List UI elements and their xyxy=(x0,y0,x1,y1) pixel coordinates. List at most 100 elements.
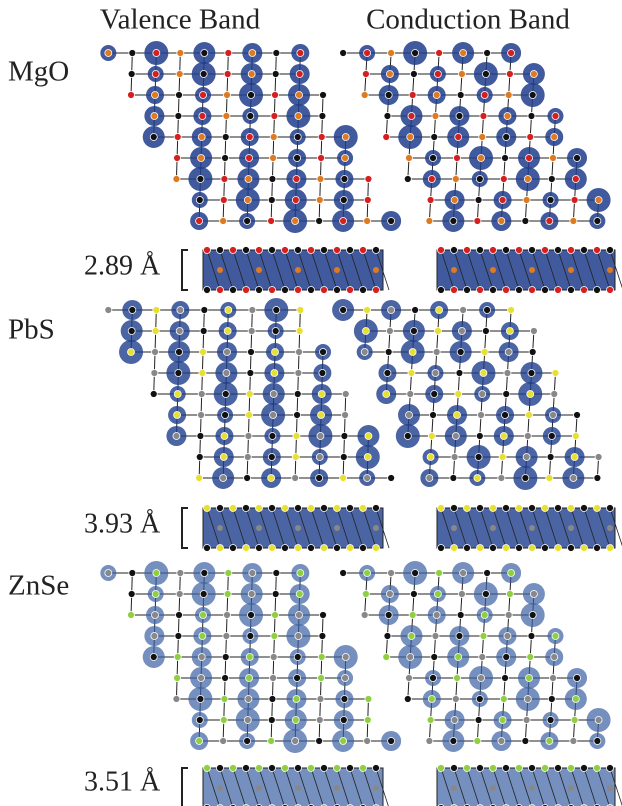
atom xyxy=(196,218,203,225)
atom xyxy=(490,525,496,531)
atom xyxy=(464,287,471,294)
atom xyxy=(230,287,237,294)
slab-density xyxy=(437,508,615,548)
atom xyxy=(294,155,301,162)
atom xyxy=(451,247,458,254)
atom xyxy=(268,717,275,724)
atom xyxy=(342,412,349,419)
atom xyxy=(268,218,275,225)
atom xyxy=(270,412,277,419)
atom xyxy=(200,591,207,598)
atom xyxy=(321,545,328,552)
atom xyxy=(388,50,395,57)
atom xyxy=(224,71,231,78)
atom xyxy=(362,591,369,598)
atom xyxy=(364,738,371,745)
atom xyxy=(456,633,463,640)
atom xyxy=(499,454,506,461)
atom xyxy=(196,717,203,724)
atom xyxy=(317,696,324,703)
atom xyxy=(410,591,417,598)
lattice xyxy=(340,41,611,232)
atom xyxy=(386,71,393,78)
atom xyxy=(434,328,441,335)
atom xyxy=(341,433,348,440)
atom xyxy=(373,785,379,791)
atom xyxy=(508,570,515,577)
atom xyxy=(197,433,204,440)
atom xyxy=(225,570,232,577)
atom xyxy=(409,349,416,356)
atom xyxy=(292,738,299,745)
atom xyxy=(433,612,440,619)
atom xyxy=(522,738,529,745)
atom xyxy=(295,287,302,294)
atom xyxy=(502,675,509,682)
atom xyxy=(480,113,487,120)
atom xyxy=(438,505,445,512)
atom xyxy=(528,113,535,120)
atom xyxy=(524,176,531,183)
atom xyxy=(294,412,301,419)
atom xyxy=(256,765,263,772)
atom xyxy=(385,349,392,356)
atom xyxy=(456,370,463,377)
atom xyxy=(247,113,254,120)
atom xyxy=(500,696,507,703)
atom xyxy=(347,505,354,512)
atom xyxy=(244,197,251,204)
atom xyxy=(174,155,181,162)
atom xyxy=(364,50,371,57)
atom xyxy=(527,654,534,661)
atom xyxy=(256,247,263,254)
atom xyxy=(152,328,159,335)
bracket xyxy=(182,768,188,806)
atom xyxy=(547,197,554,204)
atom xyxy=(217,765,224,772)
atom xyxy=(173,696,180,703)
atom xyxy=(217,287,224,294)
atom xyxy=(373,247,380,254)
atom xyxy=(484,307,491,314)
atom xyxy=(404,176,411,183)
atom xyxy=(295,247,302,254)
atom xyxy=(506,71,513,78)
atom xyxy=(248,612,255,619)
atom xyxy=(529,92,536,99)
atom xyxy=(570,218,577,225)
atom xyxy=(438,545,445,552)
atom xyxy=(249,570,256,577)
atom xyxy=(316,218,323,225)
atom xyxy=(427,197,434,204)
atom xyxy=(490,765,497,772)
atom xyxy=(529,545,536,552)
atom xyxy=(220,454,227,461)
atom xyxy=(176,612,183,619)
atom xyxy=(334,525,340,531)
atom xyxy=(479,134,486,141)
atom xyxy=(316,454,323,461)
atom xyxy=(406,675,413,682)
atom xyxy=(595,454,602,461)
atom xyxy=(433,349,440,356)
atom xyxy=(542,765,549,772)
atom xyxy=(204,765,211,772)
atom xyxy=(217,247,224,254)
atom xyxy=(270,654,277,661)
atom xyxy=(220,197,227,204)
atom xyxy=(551,391,558,398)
atom xyxy=(506,328,513,335)
atom xyxy=(480,370,487,377)
atom xyxy=(460,307,467,314)
atom xyxy=(177,50,184,57)
atom xyxy=(594,738,601,745)
atom xyxy=(594,475,601,482)
atom xyxy=(479,391,486,398)
atom xyxy=(502,412,509,419)
atom xyxy=(529,349,536,356)
atom xyxy=(225,50,232,57)
atom xyxy=(530,591,537,598)
bracket xyxy=(182,250,188,290)
atom xyxy=(504,113,511,120)
atom xyxy=(498,218,505,225)
